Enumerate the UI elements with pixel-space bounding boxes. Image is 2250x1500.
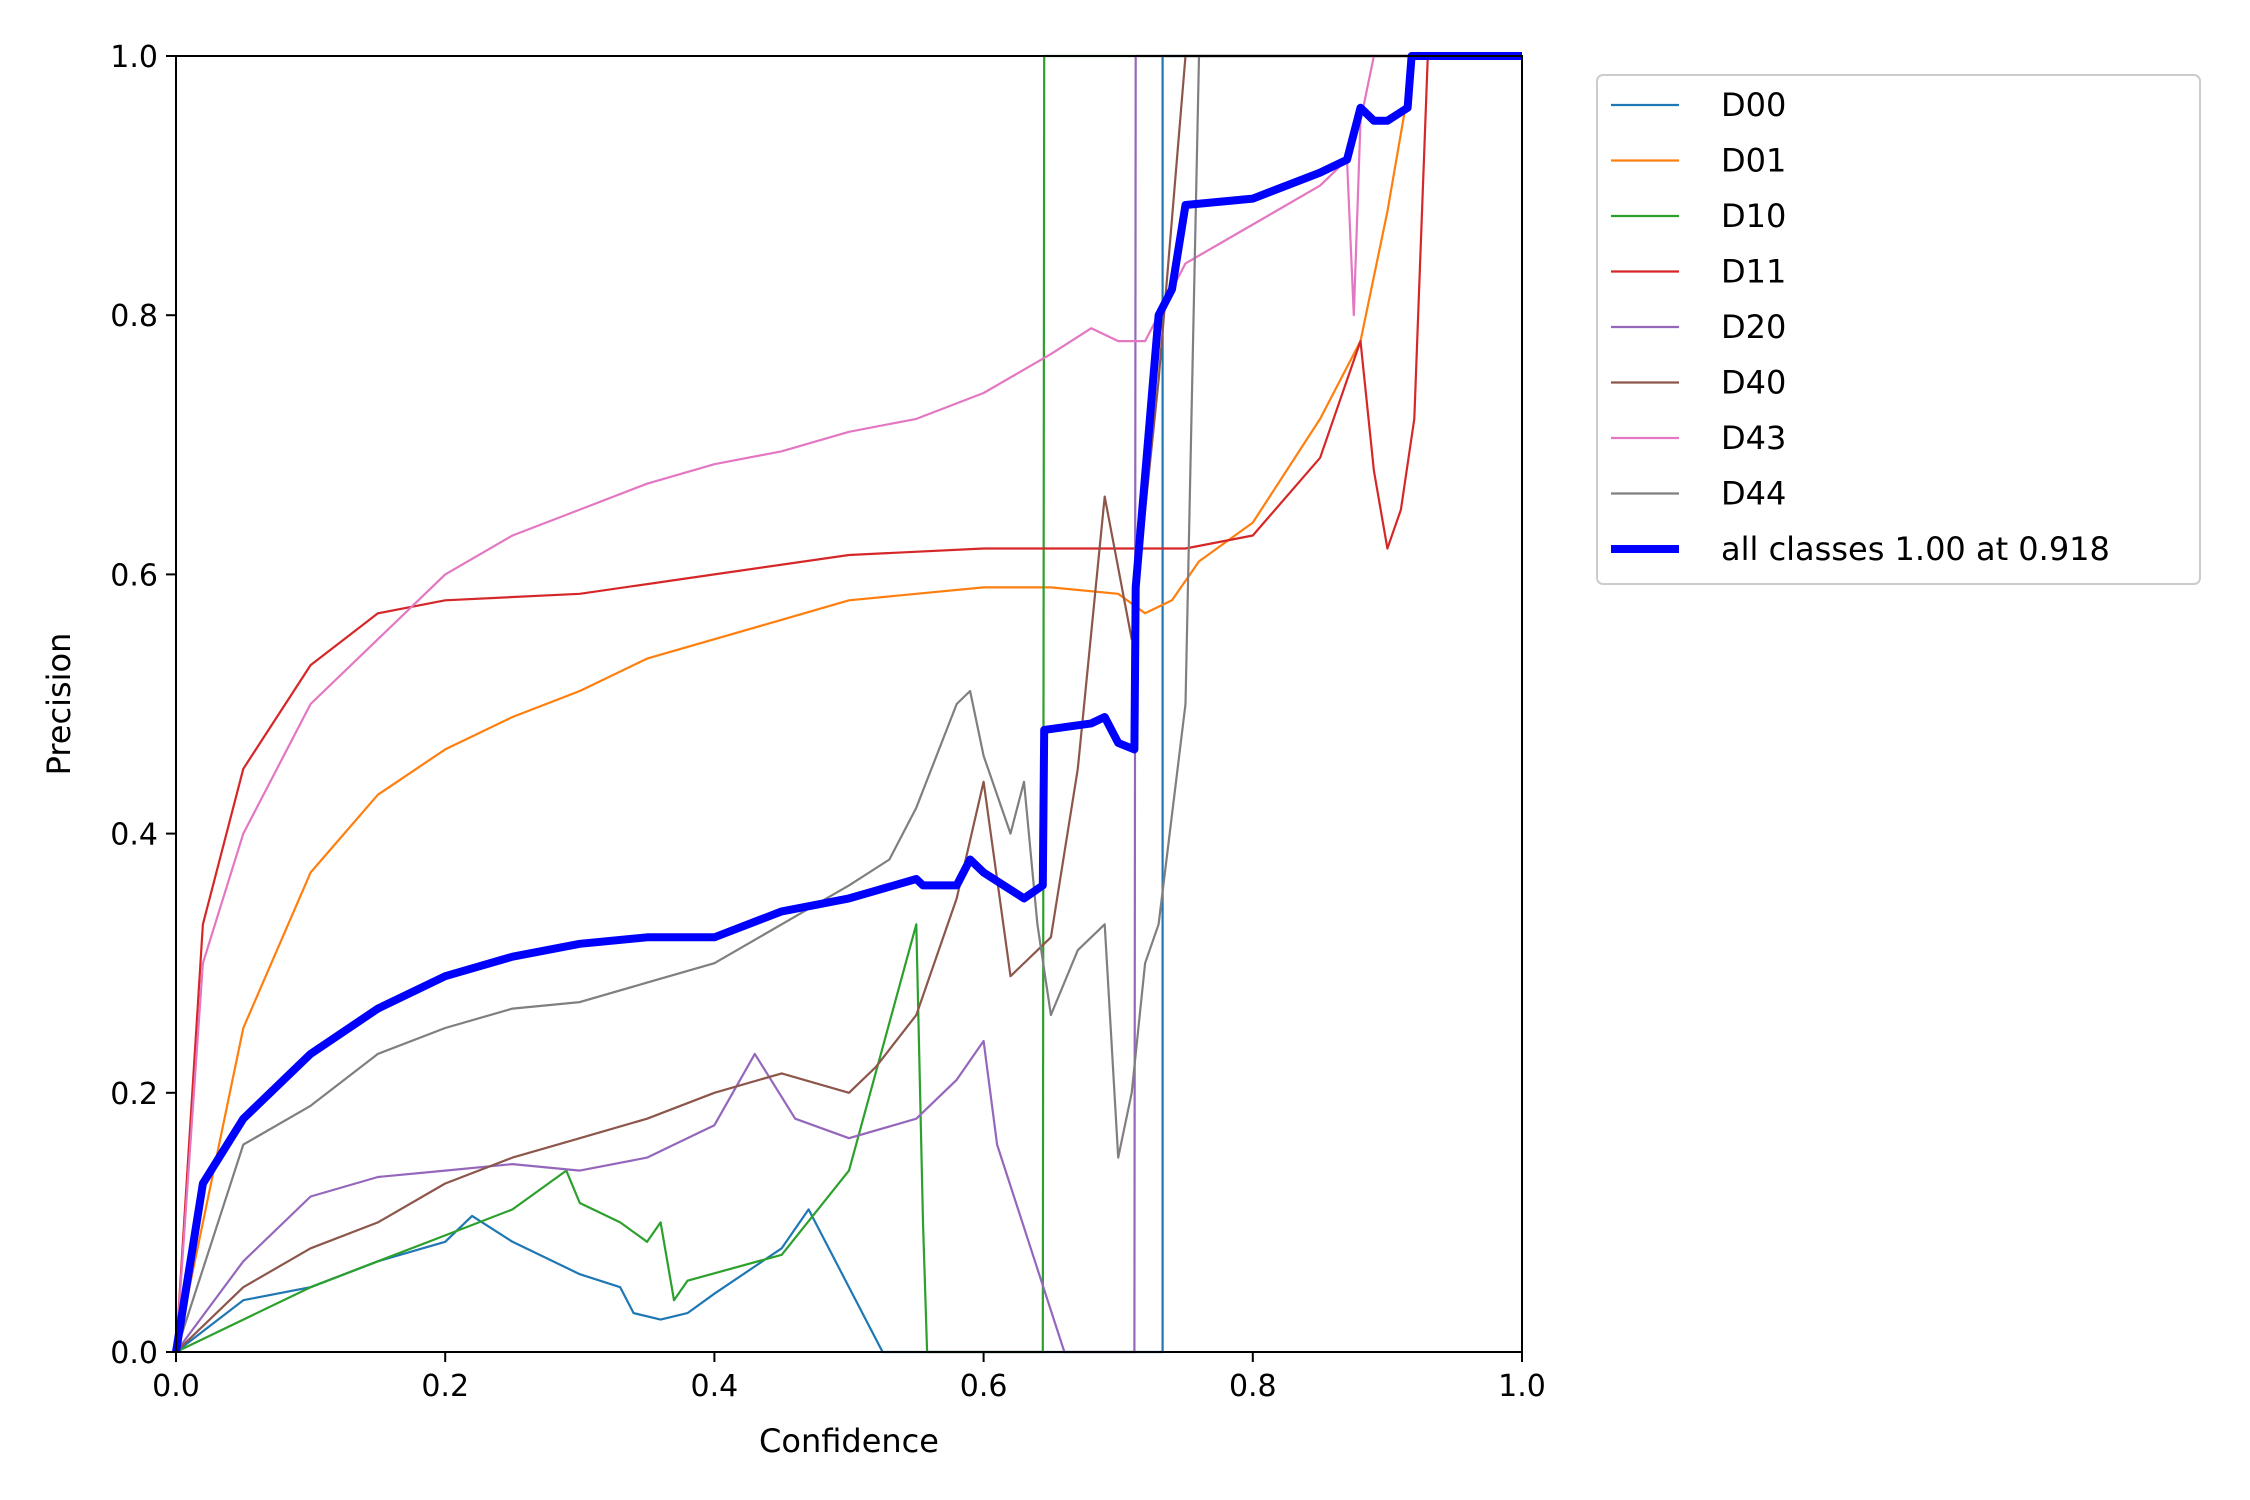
legend-label: D20 xyxy=(1721,308,1786,346)
legend-label: D11 xyxy=(1721,253,1786,291)
legend: D00 D01 D10 D11 D20 D40 D43 D44 all classes 1.00… xyxy=(1596,74,2201,585)
series-line-d44 xyxy=(174,54,1522,1353)
plot-lines xyxy=(172,52,1522,1354)
x-axis-label: Confidence xyxy=(759,1422,939,1460)
x-tick-label: 0.2 xyxy=(421,1369,469,1404)
y-tick-label: 1.0 xyxy=(110,40,158,75)
y-tick-label: 0.6 xyxy=(110,558,158,593)
legend-label: D43 xyxy=(1721,419,1786,457)
y-axis-ticks: 0.0 0.2 0.4 0.6 0.8 1.0 xyxy=(110,40,176,1371)
y-tick-label: 0.8 xyxy=(110,299,158,334)
series-line-all xyxy=(172,52,1522,1353)
x-tick-label: 0.8 xyxy=(1229,1369,1277,1404)
x-tick-label: 0.0 xyxy=(152,1369,200,1404)
x-axis-ticks: 0.0 0.2 0.4 0.6 0.8 1.0 xyxy=(152,1352,1546,1404)
x-tick-label: 0.6 xyxy=(960,1369,1008,1404)
legend-label: D44 xyxy=(1721,475,1786,513)
legend-box xyxy=(1596,74,2201,585)
series-line-d40 xyxy=(175,54,1522,1353)
legend-label: D01 xyxy=(1721,142,1786,180)
y-tick-label: 0.4 xyxy=(110,818,158,853)
x-tick-label: 0.4 xyxy=(691,1369,739,1404)
legend-label: D40 xyxy=(1721,364,1786,402)
y-axis-label: Precision xyxy=(40,633,78,776)
legend-label: D00 xyxy=(1721,86,1786,124)
series-line-d01 xyxy=(174,54,1522,1353)
legend-label: all classes 1.00 at 0.918 xyxy=(1721,530,2110,568)
series-line-d11 xyxy=(174,54,1522,1353)
legend-label: D10 xyxy=(1721,197,1786,235)
series-line-d10 xyxy=(175,54,1522,1354)
y-tick-label: 0.0 xyxy=(110,1336,158,1371)
y-tick-label: 0.2 xyxy=(110,1077,158,1112)
plot-frame xyxy=(175,55,1523,1353)
x-tick-label: 1.0 xyxy=(1498,1369,1546,1404)
